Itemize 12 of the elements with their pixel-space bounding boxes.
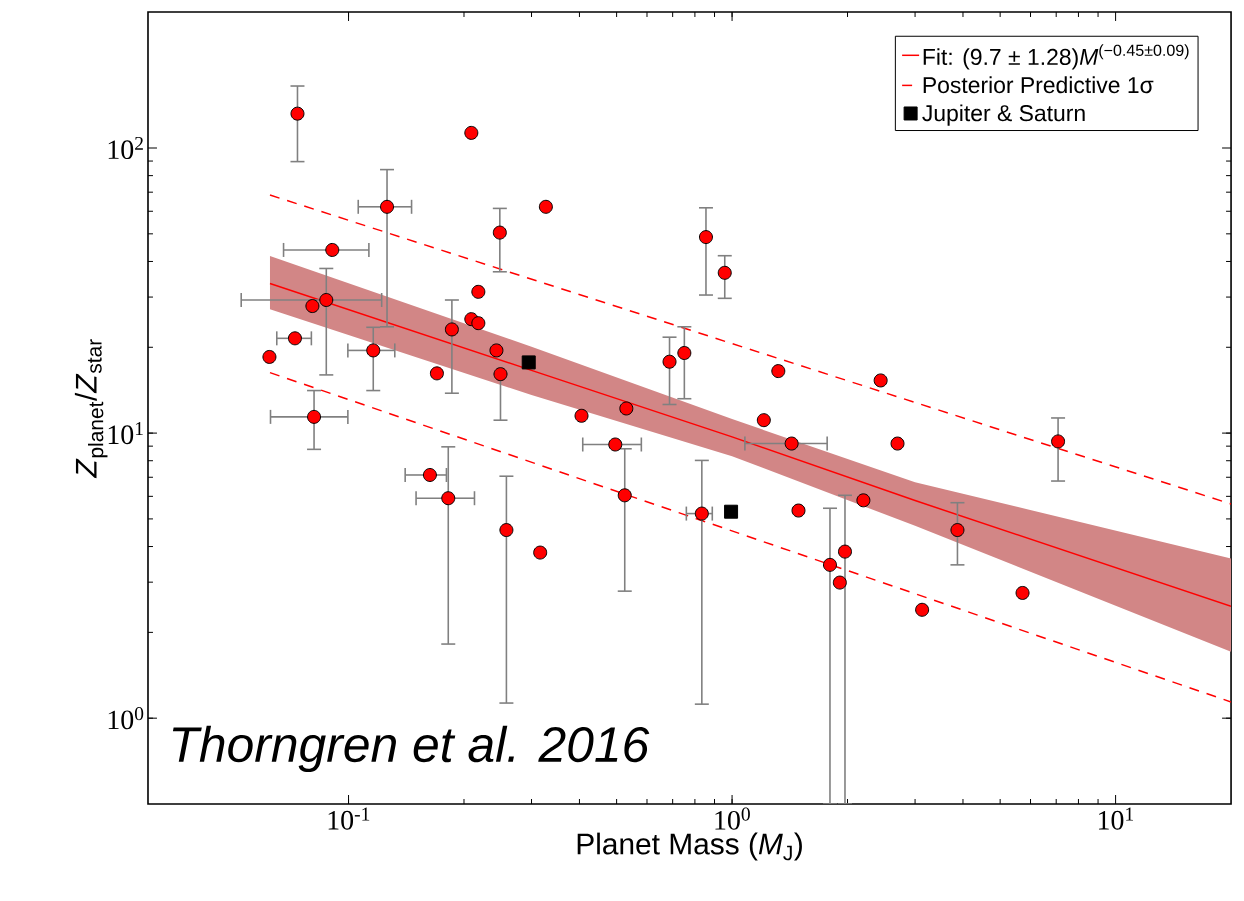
x-axis-title: Planet Mass (M$_{J}$) <box>577 832 802 861</box>
y-tick-label: 10$^{0}$ <box>108 707 144 730</box>
legend-label: Posterior Predictive 1σ <box>923 76 1154 94</box>
y-tick-label: 10$^{2}$ <box>108 136 143 160</box>
x-tick-label: 10$^{-1}$ <box>328 807 370 830</box>
x-tick-label: 10$^{0}$ <box>715 807 750 830</box>
legend-label: Fit: (9.7 ± 1.28)M$^{(−0.45±0.09)}$ <box>923 44 1189 70</box>
x-tick-label: 10$^{1}$ <box>1098 807 1134 830</box>
legend-label: Jupiter & Saturn <box>922 104 1085 126</box>
y-tick-label: 10$^{1}$ <box>108 422 143 445</box>
y-axis-title: Z$_{planet}$/Z$_{star}$ <box>74 339 108 479</box>
annotation: Thorngren et al. 2016 <box>172 725 650 773</box>
